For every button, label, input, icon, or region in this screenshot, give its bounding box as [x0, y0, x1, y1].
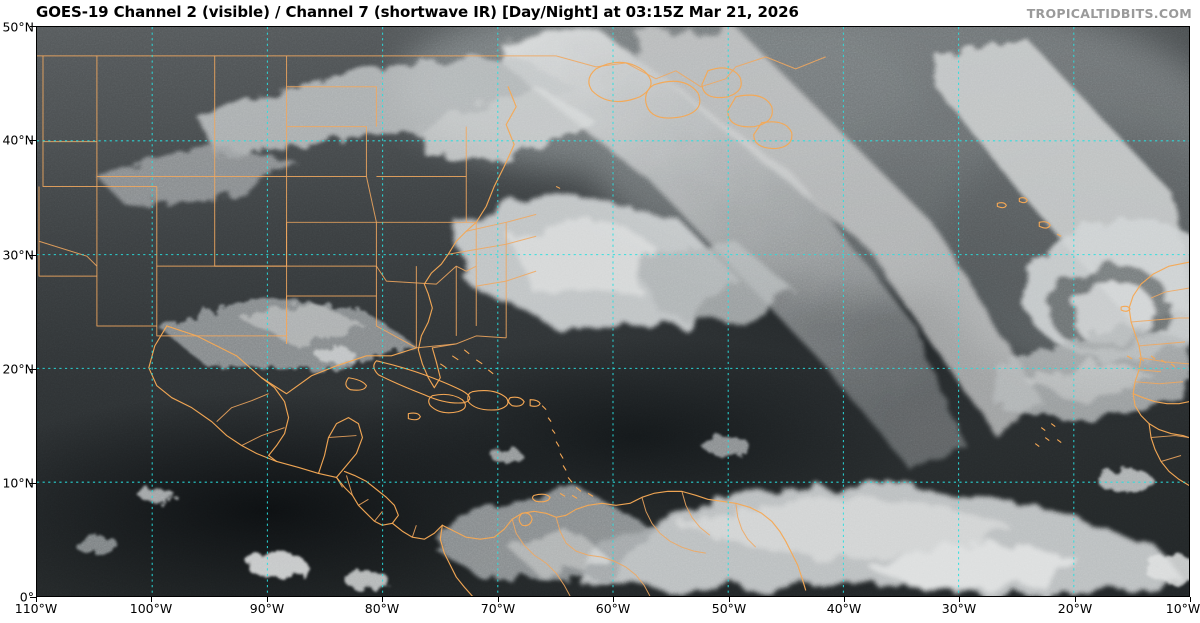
- x-axis-label: 90°W: [249, 601, 285, 616]
- page-title: GOES-19 Channel 2 (visible) / Channel 7 …: [36, 3, 799, 21]
- x-axis-label: 40°W: [826, 601, 862, 616]
- x-tick: [498, 597, 499, 602]
- x-tick: [36, 597, 37, 602]
- x-tick: [1190, 597, 1191, 602]
- sensor-noise-layer: [37, 27, 1189, 596]
- x-axis-label: 110°W: [14, 601, 58, 616]
- x-tick: [151, 597, 152, 602]
- x-axis-label: 10°W: [1165, 601, 1200, 616]
- y-tick: [30, 597, 36, 598]
- x-tick: [613, 597, 614, 602]
- x-axis-label: 50°W: [711, 601, 747, 616]
- x-axis-label: 70°W: [480, 601, 516, 616]
- x-tick: [844, 597, 845, 602]
- x-axis-label: 20°W: [1057, 601, 1093, 616]
- x-axis-label: 60°W: [595, 601, 631, 616]
- y-axis-label: 50°N: [2, 19, 34, 35]
- x-axis-label: 30°W: [941, 601, 977, 616]
- x-tick: [1075, 597, 1076, 602]
- x-tick: [959, 597, 960, 602]
- x-tick: [382, 597, 383, 602]
- graticule-layer: [37, 27, 1189, 596]
- source-watermark: TROPICALTIDBITS.COM: [1026, 6, 1192, 21]
- satellite-map-panel[interactable]: [36, 26, 1190, 597]
- x-tick: [729, 597, 730, 602]
- y-axis-label: 10°N: [2, 475, 34, 491]
- y-tick: [30, 255, 36, 256]
- y-axis-label: 40°N: [2, 132, 34, 148]
- image-header: GOES-19 Channel 2 (visible) / Channel 7 …: [0, 0, 1200, 24]
- y-axis-label: 30°N: [2, 247, 34, 263]
- y-tick: [30, 369, 36, 370]
- map-canvas: [37, 27, 1189, 596]
- y-tick: [30, 483, 36, 484]
- y-tick: [30, 26, 36, 27]
- coastline-overlay: [37, 55, 1189, 596]
- y-axis-label: 20°N: [2, 361, 34, 377]
- y-tick: [30, 140, 36, 141]
- x-axis-label: 100°W: [129, 601, 173, 616]
- y-axis-label: 0°: [19, 589, 34, 605]
- x-axis-label: 80°W: [364, 601, 400, 616]
- x-tick: [267, 597, 268, 602]
